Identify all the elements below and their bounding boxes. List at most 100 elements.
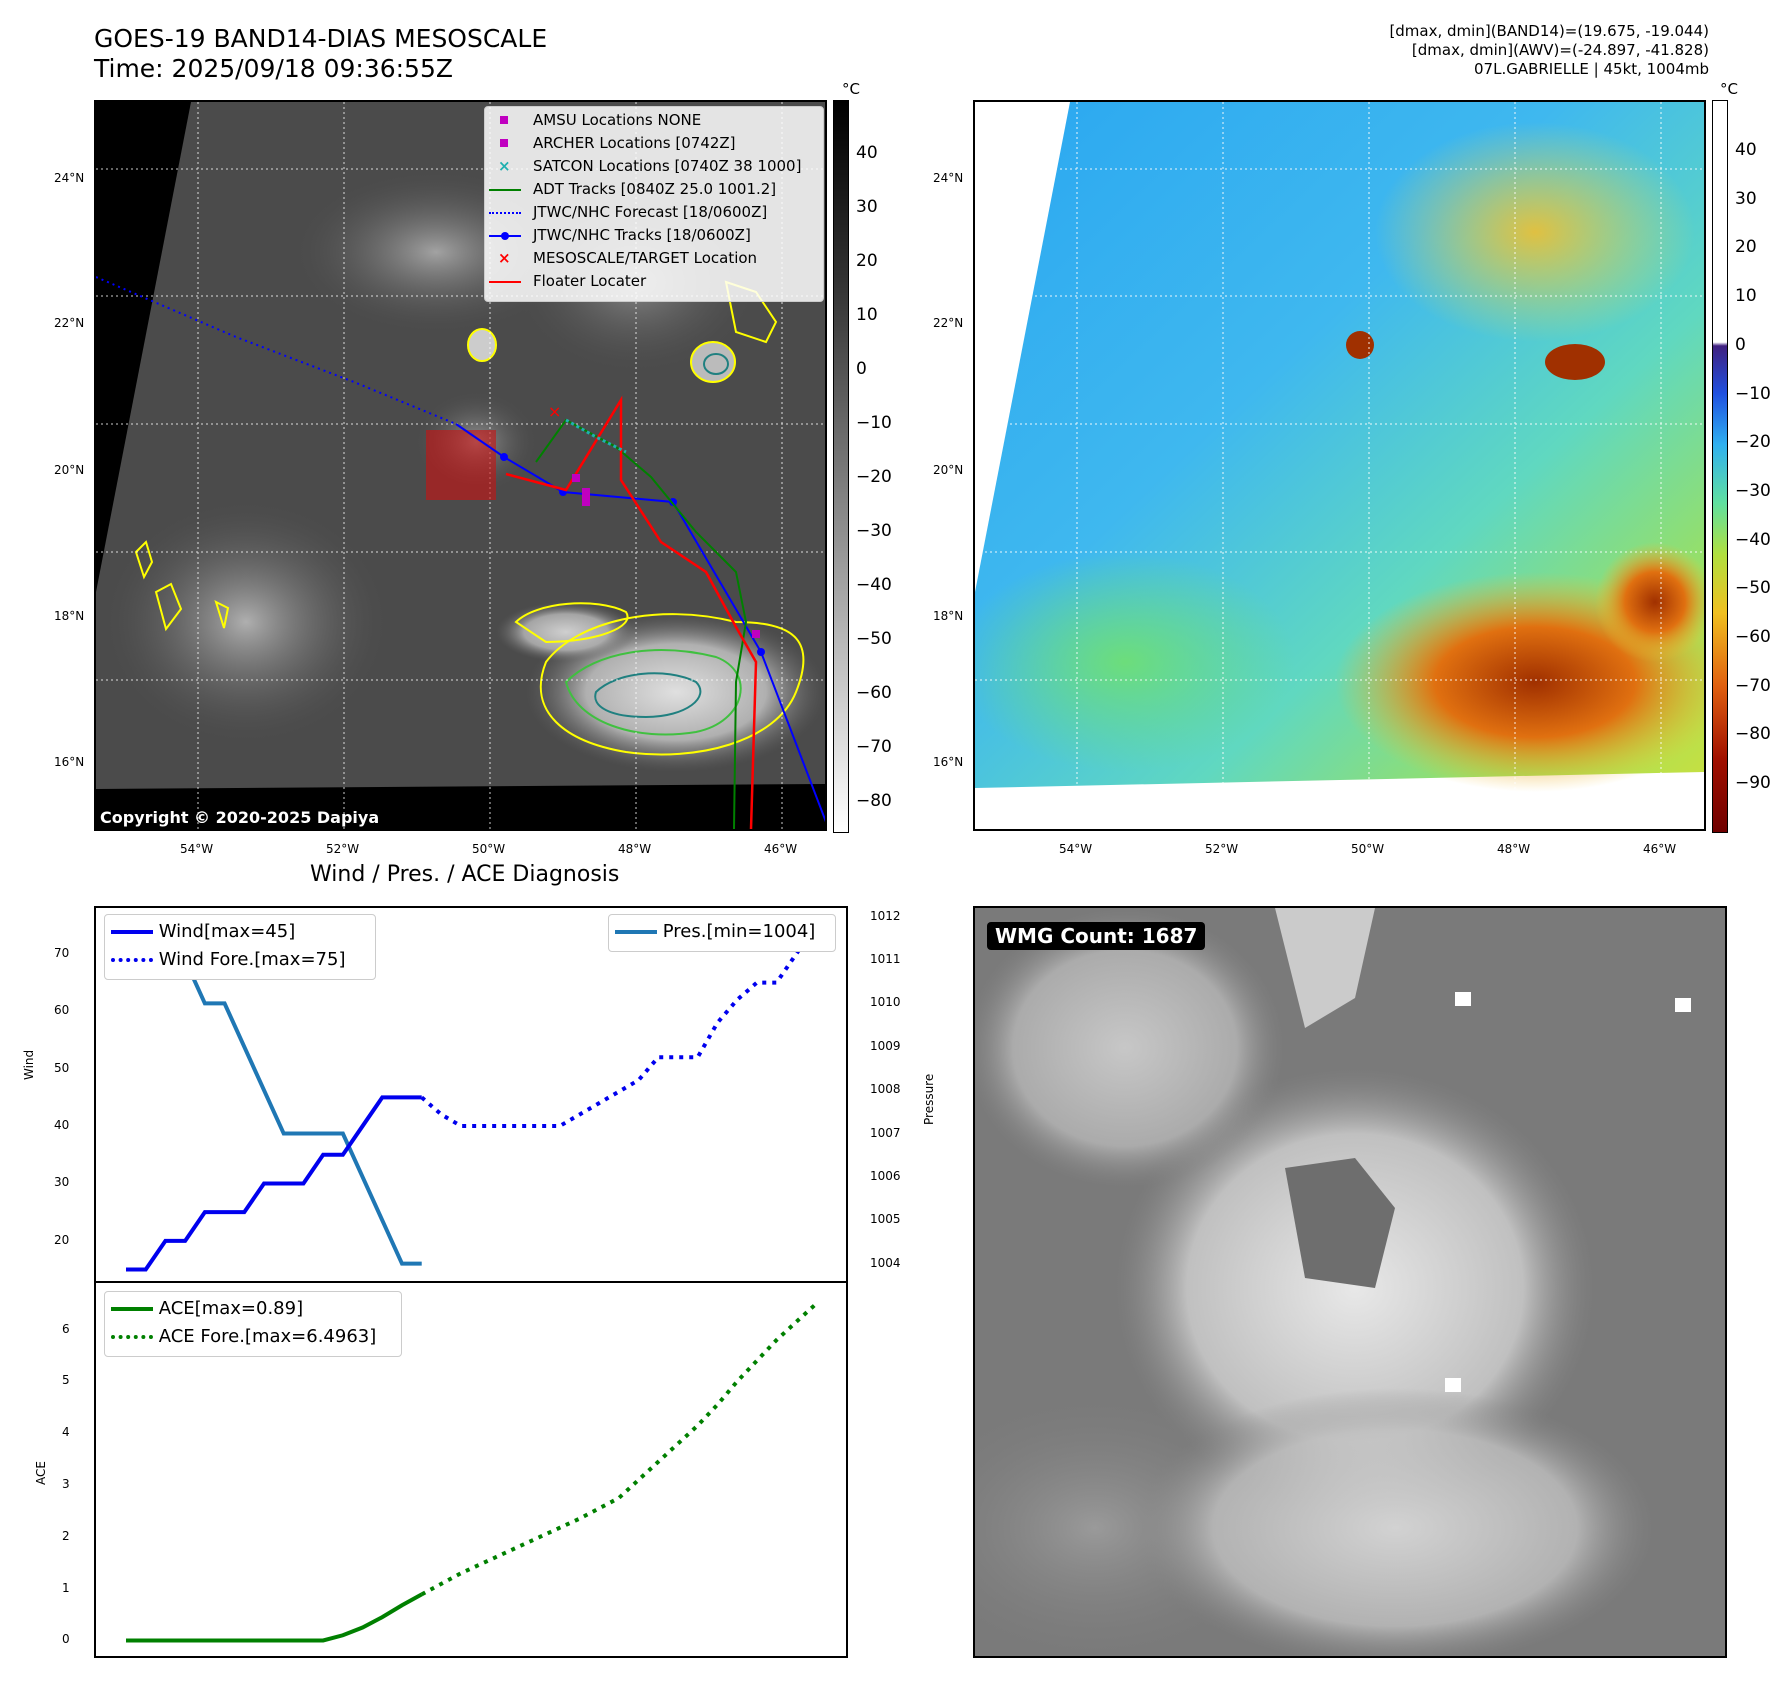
lon-label-46: 46°W [764,842,798,856]
pres-tick-label: 1004 [870,1255,901,1270]
r-lat-label-20: 20°N [933,463,964,477]
lat-label-18: 18°N [54,609,85,623]
wind-forecast-line [420,924,818,1129]
r-lon-label-48: 48°W [1497,842,1531,856]
pres-tick-label: 1010 [870,995,901,1010]
colorbar-left-tick: −20 [856,467,892,487]
mesoscale-box [426,430,496,500]
ace-tick-label: 1 [62,1580,70,1595]
lon-label-52: 52°W [326,842,360,856]
ace-tick-label: 5 [62,1373,70,1388]
ace-forecast-line [420,1302,818,1597]
colorbar-right-tick: −60 [1735,627,1771,647]
lon-label-48: 48°W [618,842,652,856]
ir-map-panel: × AMSU Locations NONE ARCHER Locations [… [94,100,827,831]
awv-map-panel [973,100,1706,831]
ace-tick-label: 4 [62,1425,70,1440]
pres-tick-label: 1011 [870,952,901,967]
pres-tick-label: 1012 [870,908,901,923]
pres-tick-label: 1005 [870,1212,901,1227]
pres-legend: Pres.[min=1004] [608,914,836,952]
info-awv: [dmax, dmin](AWV)=(-24.897, -41.828) [1411,41,1709,59]
colorbar-right-tick: −50 [1735,578,1771,599]
ace-tick-label: 6 [62,1321,70,1336]
wind-tick-label: 50 [54,1060,70,1075]
wmg-image [975,908,1725,1656]
ace-tick-label: 2 [62,1528,70,1543]
wind-tick-label: 60 [54,1003,70,1018]
colorbar-right-tick: −30 [1735,480,1771,501]
wmg-count-badge: WMG Count: 1687 [987,922,1206,950]
colorbar-right-tick: 20 [1735,237,1757,258]
map-legend: AMSU Locations NONE ARCHER Locations [07… [484,106,824,302]
colorbar-left-tick: 30 [856,197,878,217]
r-lat-label-18: 18°N [933,609,964,623]
legend-pres: Pres.[min=1004] [615,919,815,945]
lon-label-54: 54°W [180,842,214,856]
info-band14: [dmax, dmin](BAND14)=(19.675, -19.044) [1389,22,1709,40]
colorbar-left-tick: 0 [856,359,867,379]
colorbar-left-tick: −40 [856,575,892,595]
r-lat-label-16: 16°N [933,755,964,769]
colorbar-left [833,100,849,833]
pres-tick-label: 1007 [870,1125,901,1140]
r-lat-label-24: 24°N [933,171,964,185]
colorbar-left-tick: 20 [856,251,878,271]
ace-plot [126,1302,818,1643]
colorbar-right-tick: −70 [1735,675,1771,696]
info-storm: 07L.GABRIELLE | 45kt, 1004mb [1474,60,1709,78]
wmg-panel: WMG Count: 1687 [973,906,1727,1658]
wind-tick-label: 70 [54,945,70,960]
r-lon-label-52: 52°W [1205,842,1239,856]
svg-text:×: × [548,402,561,421]
lat-label-24: 24°N [54,171,85,185]
colorbar-left-tick: −60 [856,683,892,703]
wind-tick-label: 40 [54,1118,70,1133]
colorbar-right-unit: °C [1720,80,1738,98]
colorbar-left-tick: 10 [856,305,878,325]
wind-tick-label: 20 [54,1232,70,1247]
lat-label-20: 20°N [54,463,85,477]
r-lat-label-22: 22°N [933,316,964,330]
colorbar-right-tick: 30 [1735,188,1757,209]
floater-track [505,395,758,829]
wind-line [126,1095,422,1272]
legend-wind: Wind[max=45] [111,919,295,945]
diagnosis-title: Wind / Pres. / ACE Diagnosis [310,862,620,887]
ace-tick-label: 0 [62,1632,70,1647]
colorbar-left-tick: −10 [856,413,892,433]
colorbar-right-tick: 0 [1735,334,1746,355]
pres-tick-label: 1009 [870,1038,901,1053]
colorbar-right-tick: −40 [1735,529,1771,550]
wind-pres-panel: Wind[max=45] Wind Fore.[max=75] Pres.[mi… [94,906,848,1283]
colorbar-left-tick: −70 [856,737,892,757]
colorbar-right-tick: 40 [1735,140,1757,160]
colorbar-right-tick: −90 [1735,773,1771,794]
colorbar-right [1712,100,1728,833]
colorbar-right-tick: 10 [1735,286,1757,307]
storm-info: [dmax, dmin](BAND14)=(19.675, -19.044) [… [1389,22,1709,79]
colorbar-left-tick: −30 [856,521,892,541]
copyright: Copyright © 2020-2025 Dapiya [100,808,380,827]
colorbar-right-tick: −20 [1735,432,1771,453]
colorbar-left-tick: −80 [856,791,892,811]
lon-label-50: 50°W [472,842,506,856]
ace-ylabel: ACE [34,1461,48,1485]
r-lon-label-46: 46°W [1643,842,1677,856]
ace-line [126,1592,423,1643]
colorbar-left-tick: 40 [856,143,878,163]
legend-ace-fore: ACE Fore.[max=6.4963] [111,1324,376,1350]
legend-ace: ACE[max=0.89] [111,1296,303,1322]
ace-tick-label: 3 [62,1477,70,1492]
legend-wind-fore: Wind Fore.[max=75] [111,947,345,973]
awv-map-svg [975,102,1704,829]
wind-tick-label: 30 [54,1175,70,1190]
wind-legend: Wind[max=45] Wind Fore.[max=75] [104,914,376,980]
colorbar-left-tick: −50 [856,629,892,649]
chart-time: Time: 2025/09/18 09:36:55Z [94,54,453,83]
r-lon-label-54: 54°W [1059,842,1093,856]
r-lon-label-50: 50°W [1351,842,1385,856]
lat-label-16: 16°N [54,755,85,769]
pres-tick-label: 1008 [870,1082,901,1097]
wind-ylabel: Wind [22,1049,36,1080]
